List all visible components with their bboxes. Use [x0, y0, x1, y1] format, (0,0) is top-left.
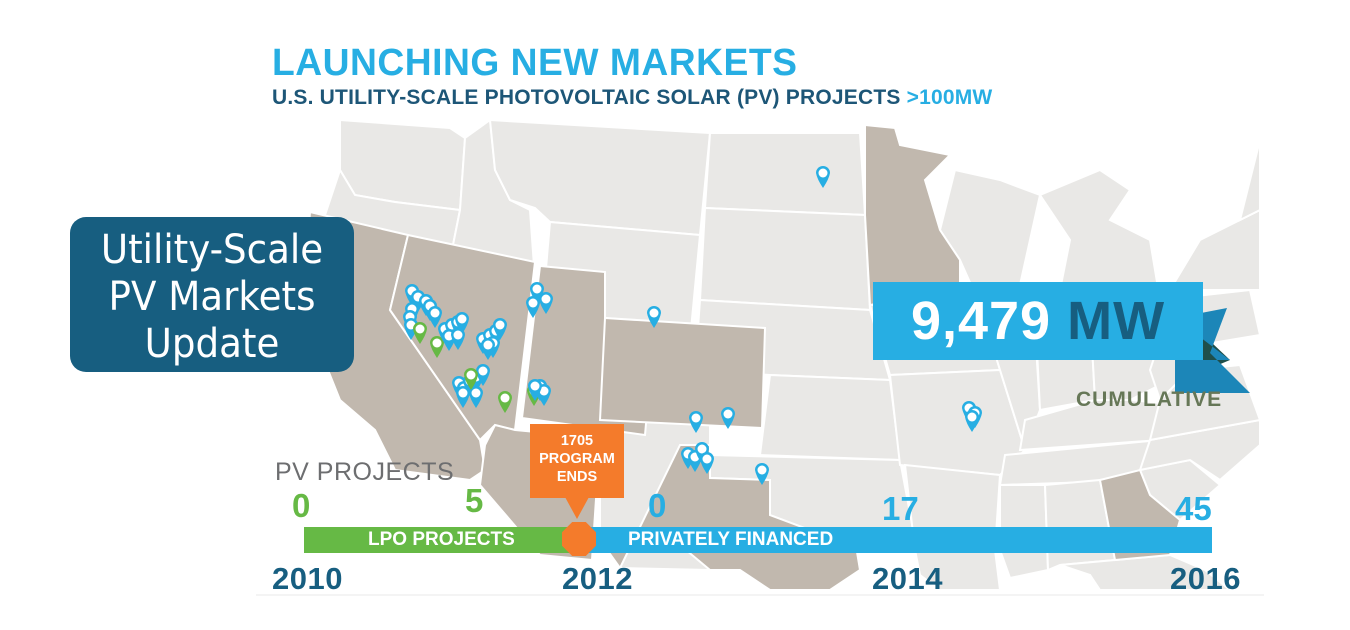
pin-center	[471, 388, 481, 398]
lpo-project-pin-icon	[413, 322, 427, 344]
pin-center	[541, 294, 551, 304]
pin-center	[702, 454, 712, 464]
private-project-pin-icon	[539, 292, 553, 314]
pin-center	[495, 320, 505, 330]
pin-center	[432, 338, 442, 348]
state-south-dakota	[698, 206, 872, 312]
state-colorado	[598, 316, 767, 430]
count-2014: 17	[882, 490, 919, 527]
callout-line-2: PROGRAM	[539, 451, 615, 467]
private-project-pin-icon	[695, 442, 709, 464]
footer-divider	[256, 594, 1264, 596]
subtitle-highlight: >100MW	[906, 86, 993, 109]
pin-center	[528, 298, 538, 308]
private-project-pin-icon	[700, 452, 714, 474]
state-new-york	[1168, 208, 1260, 291]
callout-pointer	[565, 497, 589, 519]
lpo-project-pin-icon	[464, 368, 478, 390]
private-project-pin-icon	[528, 379, 542, 401]
private-project-pin-icon	[456, 386, 470, 408]
privately-financed-bar: PRIVATELY FINANCED	[576, 527, 1212, 553]
subtitle-text: U.S. UTILITY-SCALE PHOTOVOLTAIC SOLAR (P…	[272, 86, 901, 109]
pin-center	[697, 444, 707, 454]
pin-center	[539, 386, 549, 396]
pin-center	[478, 366, 488, 376]
badge-line-1: Utility-Scale	[100, 227, 324, 273]
year-2010: 2010	[272, 561, 343, 596]
pin-center	[457, 314, 467, 324]
program-end-callout: 1705 PROGRAM ENDS	[530, 424, 624, 498]
private-project-pin-icon	[451, 328, 465, 350]
private-project-pin-icon	[481, 338, 495, 360]
private-project-pin-icon	[816, 166, 830, 188]
count-2012: 0	[648, 487, 667, 524]
privately-financed-label: PRIVATELY FINANCED	[628, 529, 834, 550]
callout-line-3: ENDS	[556, 469, 598, 485]
state-michigan	[1038, 168, 1162, 312]
total-capacity-ribbon: 9,479 MW	[873, 282, 1203, 360]
lpo-projects-bar: LPO PROJECTS	[304, 527, 576, 553]
private-project-pin-icon	[455, 312, 469, 334]
total-capacity-unit: MW	[1067, 291, 1166, 351]
year-2016: 2016	[1170, 561, 1241, 596]
private-project-pin-icon	[755, 463, 769, 485]
pin-center	[530, 381, 540, 391]
pin-center	[723, 409, 733, 419]
state-new-england	[1238, 139, 1260, 222]
callout-line-1: 1705	[560, 433, 594, 449]
pin-center	[649, 308, 659, 318]
total-capacity-value: 9,479	[910, 291, 1052, 351]
cumulative-label: CUMULATIVE	[1076, 388, 1223, 411]
page-title: LAUNCHING NEW MARKETS	[272, 42, 798, 84]
pv-projects-label: PV PROJECTS	[275, 458, 455, 486]
private-project-pin-icon	[428, 306, 442, 328]
private-project-pin-icon	[689, 411, 703, 433]
count-2010: 0	[292, 487, 311, 524]
private-project-pin-icon	[476, 364, 490, 386]
page-subtitle: U.S. UTILITY-SCALE PHOTOVOLTAIC SOLAR (P…	[272, 86, 992, 110]
pin-center	[532, 284, 542, 294]
pin-center	[415, 324, 425, 334]
lpo-project-pin-icon	[430, 336, 444, 358]
private-project-pin-icon	[526, 296, 540, 318]
pin-center	[757, 465, 767, 475]
pin-center	[466, 370, 476, 380]
state-north-dakota	[703, 132, 867, 217]
pin-center	[453, 330, 463, 340]
private-project-pin-icon	[647, 306, 661, 328]
badge-line-2: PV Markets	[108, 274, 316, 320]
private-project-pin-icon	[469, 386, 483, 408]
private-project-pin-icon	[530, 282, 544, 304]
year-2014: 2014	[872, 561, 943, 596]
pin-center	[500, 393, 510, 403]
private-project-pin-icon	[493, 318, 507, 340]
private-project-pin-icon	[721, 407, 735, 429]
badge-line-3: Update	[144, 321, 280, 367]
pin-center	[967, 412, 977, 422]
project-markers	[403, 166, 982, 485]
state-kansas	[758, 373, 902, 462]
private-project-pin-icon	[965, 410, 979, 432]
year-2012: 2012	[562, 561, 633, 596]
pin-center	[691, 413, 701, 423]
state-minnesota	[864, 123, 961, 307]
lpo-project-pin-icon	[498, 391, 512, 413]
lpo-projects-label: LPO PROJECTS	[368, 529, 515, 550]
pin-center	[483, 340, 493, 350]
program-end-marker	[562, 522, 596, 556]
pin-center	[430, 308, 440, 318]
pin-center	[818, 168, 828, 178]
count-2016: 45	[1175, 490, 1212, 527]
count-2011: 5	[465, 482, 484, 519]
pin-center	[458, 388, 468, 398]
update-badge[interactable]: Utility-Scale PV Markets Update	[70, 217, 354, 372]
